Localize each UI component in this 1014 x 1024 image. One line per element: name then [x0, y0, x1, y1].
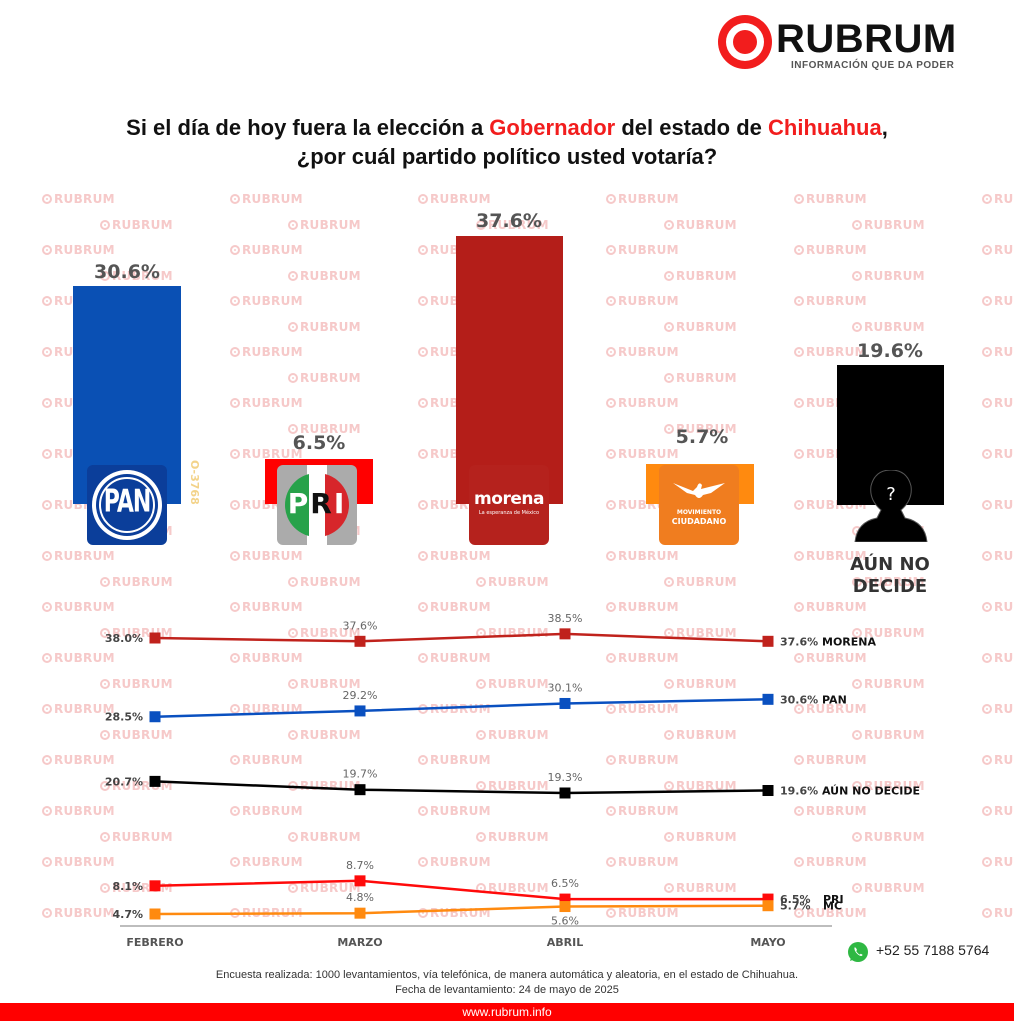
pan-logo-text: PAN: [103, 485, 152, 520]
title-text: ,: [881, 115, 888, 140]
data-label: 8.7%: [346, 859, 374, 872]
x-axis-month-label: MAYO: [750, 936, 785, 949]
data-label: 29.2%: [343, 689, 378, 702]
bar-morena: [456, 236, 563, 504]
data-point-marker: [762, 900, 774, 912]
data-point-marker: [149, 775, 161, 787]
series-pri: 8.1% 8.7% 6.5% 6.5% PRI: [112, 859, 843, 906]
data-label: 28.5%: [105, 711, 143, 724]
brand-tagline: INFORMACIÓN QUE DA PODER: [791, 60, 955, 71]
data-label: 4.8%: [346, 891, 374, 904]
eagle-icon: [673, 483, 725, 498]
title-text: del estado de: [615, 115, 769, 140]
morena-logo-text: morena: [474, 489, 544, 509]
data-point-marker: [762, 893, 774, 905]
data-label: 19.7%: [343, 768, 378, 781]
data-label: 37.6%: [780, 635, 818, 648]
data-label: 4.7%: [112, 908, 143, 921]
undecided-label-line-1: AÚN NO: [850, 554, 930, 575]
title-line-2: ¿por cuál partido político usted votaría…: [296, 144, 718, 169]
data-label: 38.5%: [548, 612, 583, 625]
data-point-marker: [559, 787, 571, 799]
data-point-marker: [559, 893, 571, 905]
chart-title: Si el día de hoy fuera la elección a Gob…: [0, 113, 1014, 171]
data-label: 19.3%: [548, 771, 583, 784]
contact-phone[interactable]: +52 55 7188 5764: [876, 942, 990, 958]
series-name-label: MC: [823, 900, 842, 913]
data-point-marker: [354, 784, 366, 796]
data-label: 5.6%: [551, 915, 579, 928]
data-label: 30.6%: [780, 693, 818, 706]
bar-value-morena: 37.6%: [476, 210, 542, 232]
series-morena: 38.0% 37.6% 38.5% 37.6% MORENA: [105, 612, 877, 648]
mc-logo-text-1: MOVIMIENTO: [676, 509, 722, 516]
bar-value-pri: 6.5%: [292, 432, 346, 454]
data-point-marker: [354, 875, 366, 887]
data-point-marker: [559, 697, 571, 709]
title-highlight-state: Chihuahua: [768, 115, 882, 140]
x-axis-month-label: FEBRERO: [126, 936, 183, 949]
survey-footnote: Encuesta realizada: 1000 levantamientos,…: [0, 968, 1014, 998]
title-highlight-office: Gobernador: [489, 115, 616, 140]
footer-bar: www.rubrum.info: [0, 1003, 1014, 1021]
pri-logo: PRI: [277, 465, 357, 545]
morena-logo-subtext: La esperanza de México: [478, 510, 540, 516]
series-name-label: PRI: [823, 893, 844, 906]
data-point-marker: [559, 628, 571, 640]
data-point-marker: [354, 705, 366, 717]
series-pan: 28.5% 29.2% 30.1% 30.6% PAN: [105, 681, 847, 723]
footnote-methodology: Encuesta realizada: 1000 levantamientos,…: [215, 969, 799, 981]
data-point-marker: [149, 632, 161, 644]
data-point-marker: [762, 693, 774, 705]
title-line-1: Si el día de hoy fuera la elección a Gob…: [0, 113, 1014, 142]
rubrum-logo: RUBRUM INFORMACIÓN QUE DA PODER: [718, 15, 998, 75]
bar-value-pan: 30.6%: [94, 261, 160, 283]
unknown-person-icon: ?: [854, 470, 928, 542]
data-point-marker: [149, 880, 161, 892]
title-text: Si el día de hoy fuera la elección a: [126, 115, 490, 140]
target-icon: [718, 15, 772, 69]
footnote-date: Fecha de levantamiento: 24 de mayo de 20…: [395, 984, 619, 996]
data-label: 6.5%: [780, 893, 811, 906]
pri-letter-i: I: [333, 487, 347, 520]
data-point-marker: [354, 635, 366, 647]
data-label: 6.5%: [551, 877, 579, 890]
series-name-label: PAN: [822, 693, 847, 706]
series-name-label: MORENA: [822, 635, 876, 648]
bar-value-mc: 5.7%: [675, 426, 729, 448]
x-axis-month-label: MARZO: [337, 936, 382, 949]
pri-logo-text: PRI: [277, 487, 357, 520]
data-label: 8.1%: [112, 880, 143, 893]
mc-logo: MOVIMIENTO CIUDADANO: [659, 465, 739, 545]
pan-logo: PAN: [87, 465, 167, 545]
series-aún-no-decide: 20.7% 19.7% 19.3% 19.6% AÚN NO DECIDE: [105, 768, 920, 799]
data-label: 30.1%: [548, 681, 583, 694]
data-point-marker: [762, 785, 774, 797]
data-point-marker: [354, 907, 366, 919]
mc-logo-text-2: CIUDADANO: [671, 517, 727, 526]
data-point-marker: [149, 711, 161, 723]
bar-value-undecided: 19.6%: [857, 340, 923, 362]
data-label: 20.7%: [105, 775, 143, 788]
undecided-label: AÚN NO DECIDE: [830, 554, 950, 598]
data-point-marker: [762, 635, 774, 647]
brand-name: RUBRUM: [776, 17, 957, 61]
series-name-label: AÚN NO DECIDE: [822, 785, 920, 798]
whatsapp-icon: [848, 942, 868, 962]
data-label: 38.0%: [105, 632, 143, 645]
data-label: 37.6%: [343, 619, 378, 632]
data-point-marker: [149, 908, 161, 920]
morena-logo: morena La esperanza de México: [469, 465, 549, 545]
x-axis-month-label: ABRIL: [547, 936, 583, 949]
footer-url[interactable]: www.rubrum.info: [462, 1005, 552, 1019]
pri-letter-p: P: [287, 487, 311, 520]
series-mc: 4.7% 4.8% 5.6% 5.7% MC: [112, 891, 842, 927]
data-label: 19.6%: [780, 785, 818, 798]
pri-letter-r: R: [310, 487, 334, 520]
data-label: 5.7%: [780, 900, 811, 913]
data-point-marker: [559, 901, 571, 913]
undecided-label-line-2: DECIDE: [852, 576, 928, 597]
svg-text:?: ?: [886, 484, 896, 505]
